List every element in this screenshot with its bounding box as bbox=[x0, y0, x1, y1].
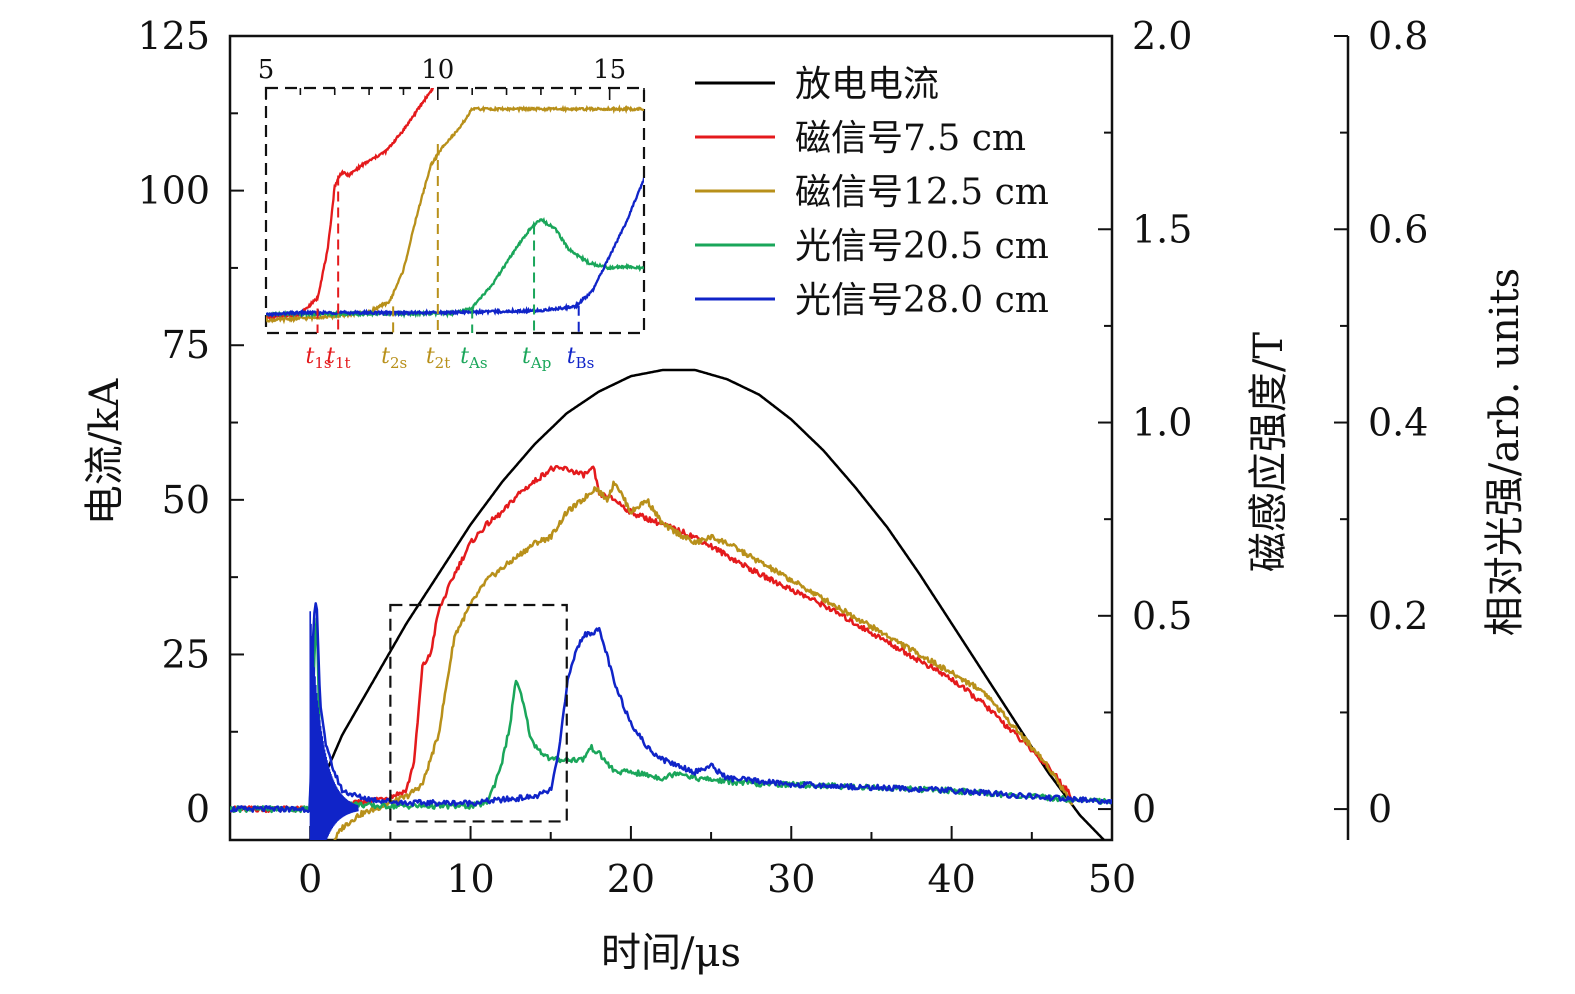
inset-marker-label: tAp bbox=[522, 344, 551, 372]
y-right1-tick-label: 1.5 bbox=[1132, 207, 1192, 251]
y-right1-axis-title: 磁感应强度/T bbox=[1246, 332, 1292, 572]
inset-series-group bbox=[266, 88, 644, 325]
series-line bbox=[230, 602, 1112, 814]
y-right2-axis-title: 相对光强/arb. units bbox=[1482, 268, 1528, 636]
legend-label: 光信号20.5 cm bbox=[795, 226, 1049, 267]
y-right2-tick-label: 0.4 bbox=[1368, 401, 1428, 445]
y-left-tick-label: 125 bbox=[137, 14, 210, 58]
x-tick-label: 40 bbox=[927, 857, 975, 901]
x-tick-label: 30 bbox=[767, 857, 815, 901]
inset-marker-subscript: 1t bbox=[335, 354, 351, 372]
inset-marker-subscript: Bs bbox=[576, 354, 595, 372]
y-left-tick-label: 50 bbox=[162, 478, 210, 522]
y-left-axis-title: 电流/kA bbox=[82, 378, 128, 526]
series-line bbox=[230, 464, 1073, 814]
y-left-tick-label: 0 bbox=[186, 787, 210, 831]
inset-marker-subscript: 2t bbox=[435, 354, 451, 372]
x-axis-title: 时间/μs bbox=[601, 930, 741, 976]
inset-marker-label: t2t bbox=[426, 344, 450, 372]
y-left-tick-label: 100 bbox=[137, 169, 210, 213]
y-left-tick-label: 75 bbox=[162, 323, 210, 367]
x-tick-label: 0 bbox=[298, 857, 322, 901]
inset-marker-subscript: 1s bbox=[314, 354, 331, 372]
y-right2-tick-label: 0.8 bbox=[1368, 14, 1428, 58]
series-line bbox=[333, 480, 1074, 840]
x-tick-label: 20 bbox=[607, 857, 655, 901]
legend-label: 磁信号7.5 cm bbox=[795, 118, 1026, 159]
y-left-tick-label: 25 bbox=[162, 632, 210, 676]
inset-marker-label: t1t bbox=[326, 344, 350, 372]
plot-frame bbox=[228, 34, 1114, 842]
inset-marker-subscript: Ap bbox=[530, 354, 551, 372]
y-right2-tick-label: 0.2 bbox=[1368, 594, 1428, 638]
series-line-burst bbox=[309, 611, 359, 840]
inset-marker-subscript: As bbox=[468, 354, 488, 372]
legend-label: 光信号28.0 cm bbox=[795, 280, 1049, 321]
inset-series-line bbox=[266, 177, 644, 318]
y-right1-tick-label: 0 bbox=[1132, 787, 1156, 831]
series-line bbox=[230, 617, 1112, 814]
x-tick-label: 10 bbox=[446, 857, 494, 901]
inset-series-line bbox=[266, 88, 435, 322]
inset-marker-label: tBs bbox=[567, 344, 595, 372]
y-right1-tick-label: 0.5 bbox=[1132, 594, 1192, 638]
legend-label: 磁信号12.5 cm bbox=[795, 172, 1049, 213]
inset-series-line bbox=[266, 104, 644, 325]
y-right1-tick-label: 1.0 bbox=[1132, 401, 1192, 445]
y-right1-tick-label: 2.0 bbox=[1132, 14, 1192, 58]
y-right2-tick-label: 0.6 bbox=[1368, 207, 1428, 251]
inset-marker-subscript: 2s bbox=[390, 354, 407, 372]
legend-label: 放电电流 bbox=[795, 64, 939, 105]
inset-frame bbox=[264, 86, 646, 335]
inset-marker-label: t2s bbox=[381, 344, 407, 372]
series-line bbox=[309, 368, 1105, 840]
inset-tick-label: 5 bbox=[258, 55, 275, 85]
y-right2-tick-label: 0 bbox=[1368, 787, 1392, 831]
x-tick-label: 50 bbox=[1088, 857, 1136, 901]
inset-marker-label: tAs bbox=[460, 344, 487, 372]
inset-tick-label: 15 bbox=[593, 55, 626, 85]
zoom-region-box bbox=[389, 603, 568, 823]
inset-tick-label: 10 bbox=[421, 55, 454, 85]
